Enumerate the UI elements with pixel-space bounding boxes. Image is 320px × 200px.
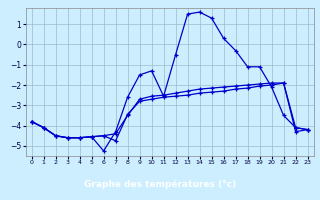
Text: Graphe des températures (°c): Graphe des températures (°c) bbox=[84, 179, 236, 189]
